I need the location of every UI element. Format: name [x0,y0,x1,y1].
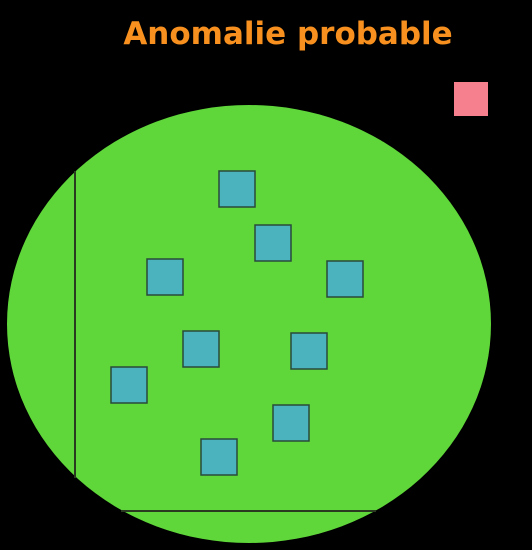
diagram-title: Anomalie probable [123,16,453,52]
normal-point [146,258,184,296]
normal-point [218,170,256,208]
normal-point [272,404,310,442]
normal-points [110,170,364,476]
normal-point [290,332,328,370]
normal-point [200,438,238,476]
normal-point [110,366,148,404]
normal-point [326,260,364,298]
normal-cluster-region [7,105,491,543]
normal-point [182,330,220,368]
normal-point [254,224,292,262]
anomaly-point [454,82,488,116]
